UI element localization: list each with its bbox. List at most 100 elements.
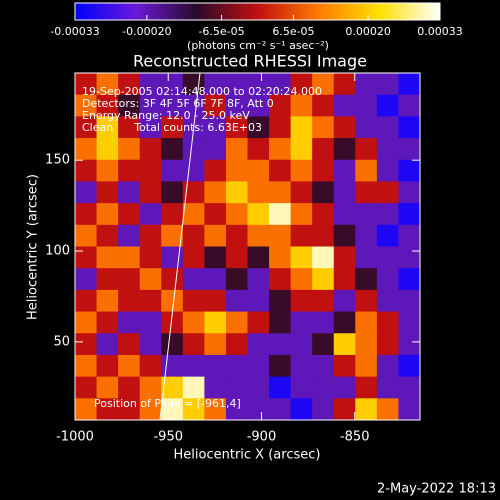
image-cell	[376, 224, 399, 247]
colorbar-segment	[236, 3, 240, 20]
image-cell	[118, 333, 141, 356]
image-cell	[204, 354, 227, 378]
image-cell	[182, 94, 205, 117]
image-cell	[225, 181, 248, 204]
image-cell	[161, 116, 184, 139]
image-cell	[247, 246, 270, 269]
colorbar-segment	[211, 3, 216, 20]
colorbar-segment	[260, 3, 265, 20]
image-cell	[161, 376, 184, 399]
image-cell	[225, 354, 248, 378]
image-cell	[204, 224, 227, 247]
image-cell	[290, 311, 313, 334]
image-cell	[398, 376, 421, 399]
image-cell	[376, 398, 399, 421]
image-cell	[376, 159, 399, 182]
colorbar-segment	[409, 3, 414, 20]
colorbar-segment	[151, 3, 155, 20]
image-cell	[225, 203, 248, 226]
image-cell	[312, 159, 335, 182]
image-cell	[75, 94, 97, 117]
image-cell	[290, 73, 313, 96]
image-cell	[269, 224, 292, 247]
colorbar-segment	[239, 3, 243, 20]
colorbar-segment	[141, 3, 146, 20]
image-cell	[290, 181, 313, 204]
image-cell	[398, 116, 421, 139]
image-cell	[161, 398, 184, 421]
image-cell	[312, 203, 335, 226]
image-cell	[269, 376, 292, 399]
colorbar-segment	[327, 3, 331, 20]
image-cell	[312, 398, 335, 421]
colorbar-segment	[388, 3, 392, 20]
image-cell	[312, 138, 335, 161]
colorbar-segment	[266, 3, 271, 20]
colorbar-segment	[367, 3, 371, 20]
image-cell	[312, 376, 335, 399]
image-cell	[355, 246, 378, 269]
image-cell	[118, 116, 141, 139]
colorbar-segment	[224, 3, 228, 20]
image-cell	[247, 354, 270, 378]
colorbar-segment	[205, 3, 210, 20]
colorbar-segment	[403, 3, 408, 20]
image-cell	[75, 333, 97, 356]
image-cell	[247, 181, 270, 204]
image-cell	[118, 224, 141, 247]
colorbar-segment	[78, 3, 82, 20]
image-cell	[269, 73, 292, 96]
image-cell	[312, 181, 335, 204]
image-cell	[139, 354, 162, 378]
colorbar-segment	[117, 3, 122, 20]
image-cell	[204, 116, 227, 139]
image-cell	[225, 94, 248, 117]
colorbar-segment	[102, 3, 106, 20]
colorbar-segment	[281, 3, 286, 20]
image-cell	[376, 116, 399, 139]
colorbar-segment	[181, 3, 185, 20]
colorbar-segment	[214, 3, 219, 20]
colorbar-segment	[148, 3, 152, 20]
colorbar-frame	[74, 2, 441, 21]
colorbar-segment	[254, 3, 258, 20]
colorbar-segment	[251, 3, 255, 20]
colorbar-segment	[138, 3, 143, 20]
image-cell	[161, 224, 184, 247]
image-cell	[161, 268, 184, 291]
chart-title: Reconstructed RHESSI Image	[133, 52, 367, 71]
image-cell	[269, 333, 292, 356]
colorbar-segment	[187, 3, 192, 20]
image-cell	[96, 138, 119, 161]
image	[75, 73, 421, 421]
colorbar-segment	[290, 3, 295, 20]
colorbar-segment	[318, 3, 322, 20]
image-cell	[333, 376, 356, 399]
colorbar-segment	[303, 3, 307, 20]
colorbar-segment	[406, 3, 411, 20]
image-cell	[247, 159, 270, 182]
colorbar-segment	[309, 3, 313, 20]
image-cell	[96, 398, 119, 421]
colorbar-segment	[105, 3, 109, 20]
colorbar-segment	[132, 3, 137, 20]
image-cell	[269, 311, 292, 334]
image-cell	[139, 181, 162, 204]
image-cell	[269, 203, 292, 226]
image-cell	[139, 116, 162, 139]
image-cell	[398, 181, 421, 204]
image-cell	[75, 159, 97, 182]
colorbar-segment	[275, 3, 280, 20]
colorbar-segment	[394, 3, 398, 20]
image-cell	[398, 73, 421, 96]
image-cell	[139, 159, 162, 182]
colorbar-segment	[391, 3, 395, 20]
colorbar-segment	[233, 3, 237, 20]
y-axis-title: Heliocentric Y (arcsec)	[26, 174, 41, 320]
colorbar-segment	[348, 3, 353, 20]
image-cell	[225, 398, 248, 421]
image-cell	[269, 398, 292, 421]
image-cell	[161, 73, 184, 96]
image-cell	[96, 116, 119, 139]
